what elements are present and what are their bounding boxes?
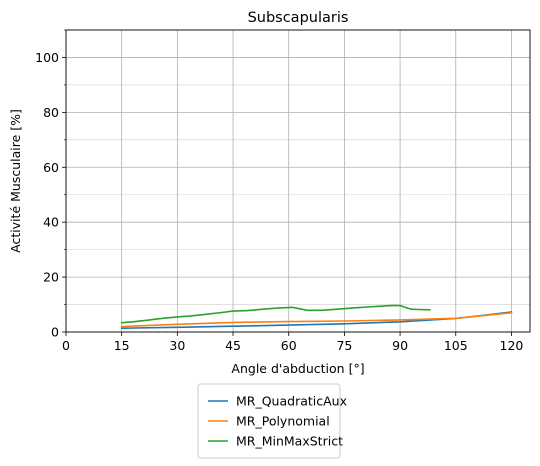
y-tick-label: 60 <box>43 160 59 175</box>
x-tick-label: 60 <box>281 338 297 353</box>
x-tick-label: 45 <box>225 338 241 353</box>
y-tick-label: 100 <box>35 50 59 65</box>
plot-frame <box>65 29 531 333</box>
x-tick-label: 75 <box>336 338 352 353</box>
x-tick-label: 90 <box>392 338 408 353</box>
chart-title: Subscapularis <box>248 10 349 26</box>
x-axis-label: Angle d'abduction [°] <box>231 361 364 376</box>
legend-label: MR_QuadraticAux <box>236 394 347 409</box>
x-tick-label: 105 <box>444 338 468 353</box>
y-tick-label: 40 <box>43 215 59 230</box>
y-tick-label: 80 <box>43 105 59 120</box>
legend-label: MR_Polynomial <box>236 414 330 429</box>
y-axis-label: Activité Musculaire [%] <box>8 109 23 253</box>
series-lines <box>120 304 513 330</box>
y-tick-label: 0 <box>51 325 59 340</box>
legend: MR_QuadraticAux MR_Polynomial MR_MinMaxStr… <box>197 383 347 459</box>
x-tick-label: 0 <box>62 338 70 353</box>
axis-ticks: 0 15 30 45 60 75 90 105 120 0 20 40 60 80 100 <box>35 29 524 353</box>
y-tick-label: 20 <box>43 270 59 285</box>
legend-label: MR_MinMaxStrict <box>236 434 343 449</box>
x-tick-label: 30 <box>169 338 185 353</box>
series-line-mr-minmaxstrict <box>120 304 431 324</box>
legend-frame <box>197 383 341 459</box>
x-tick-label: 15 <box>114 338 130 353</box>
grid <box>65 29 530 333</box>
series-line-mr-quadraticaux <box>120 311 513 330</box>
series-line-mr-polynomial <box>120 311 513 328</box>
x-tick-label: 120 <box>500 338 524 353</box>
